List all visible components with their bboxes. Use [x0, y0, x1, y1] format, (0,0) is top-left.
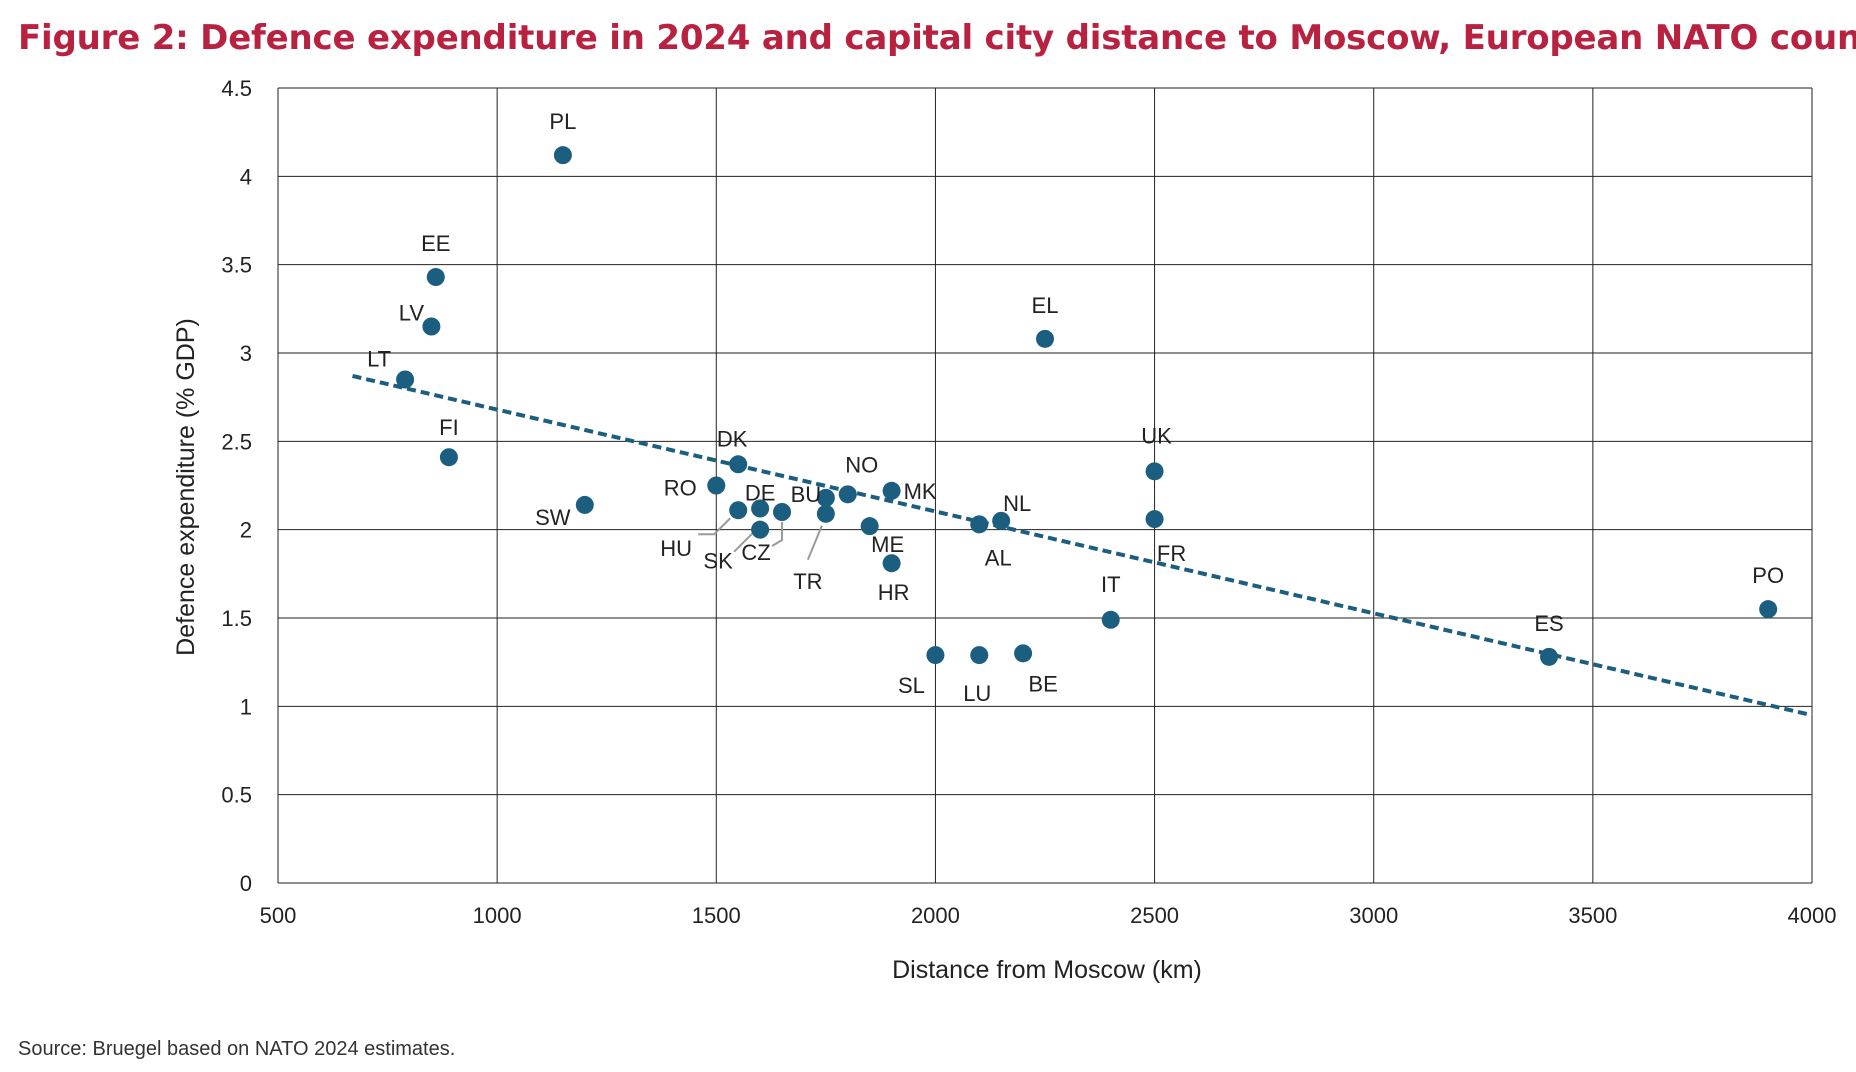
data-point-es	[1540, 647, 1559, 666]
point-label-lu: LU	[963, 681, 991, 706]
point-label-pl: PL	[549, 109, 576, 134]
x-tick-label: 4000	[1788, 903, 1837, 928]
data-point-uk	[1145, 462, 1164, 481]
data-point-hu	[729, 501, 748, 520]
y-tick-label: 2	[240, 518, 252, 543]
point-label-el: EL	[1032, 293, 1059, 318]
point-label-be: BE	[1028, 671, 1057, 696]
leader-line-hu	[698, 517, 731, 536]
data-point-be	[1014, 644, 1033, 663]
data-point-al	[970, 515, 989, 534]
point-label-uk: UK	[1141, 423, 1172, 448]
data-point-fi	[439, 448, 458, 467]
leader-line-sk	[733, 532, 753, 553]
x-tick-label: 3500	[1568, 903, 1617, 928]
data-point-de	[751, 499, 770, 518]
y-tick-label: 3	[240, 341, 252, 366]
data-point-pl	[553, 146, 572, 165]
x-tick-label: 2000	[911, 903, 960, 928]
point-label-cz: CZ	[741, 540, 770, 565]
y-tick-label: 1	[240, 694, 252, 719]
data-point-sl	[926, 646, 945, 665]
point-label-fi: FI	[439, 415, 459, 440]
leader-lines	[698, 517, 823, 561]
x-tick-label: 3000	[1349, 903, 1398, 928]
data-point-no	[838, 485, 857, 504]
data-point-po	[1759, 600, 1778, 619]
data-point-mk	[882, 481, 901, 500]
x-tick-label: 2500	[1130, 903, 1179, 928]
data-point-ee	[426, 268, 445, 287]
point-label-sl: SL	[898, 673, 925, 698]
data-point-fr	[1145, 510, 1164, 529]
leader-line-cz	[771, 522, 784, 547]
data-point-hr	[882, 554, 901, 573]
point-label-po: PO	[1752, 563, 1784, 588]
data-point-tr	[816, 504, 835, 523]
grid-lines	[277, 87, 1813, 884]
point-label-lt: LT	[367, 347, 391, 372]
data-point-lu	[970, 646, 989, 665]
x-tick-label: 500	[260, 903, 297, 928]
scatter-chart: 500 1000 1500 2000 2500 3000 3500 4000 0 0.5 1 1.5…	[172, 76, 1837, 984]
point-label-de: DE	[745, 480, 776, 505]
y-tick-label: 1.5	[221, 606, 252, 631]
point-label-tr: TR	[793, 569, 822, 594]
x-tick-labels: 500 1000 1500 2000 2500 3000 3500 4000	[260, 903, 1837, 928]
point-label-sk: SK	[703, 549, 733, 574]
point-label-ee: EE	[421, 231, 450, 256]
data-point-sw	[575, 495, 594, 514]
x-axis-label: Distance from Moscow (km)	[892, 956, 1202, 984]
y-tick-label: 0.5	[221, 783, 252, 808]
point-labels: PL EE LV LT FI SW DK RO HU DE SK CZ BU TR NO MK ME HR AL NL…	[367, 109, 1784, 706]
point-label-bu: BU	[791, 482, 822, 507]
point-label-hr: HR	[878, 580, 910, 605]
y-tick-label: 0	[240, 871, 252, 896]
data-point-dk	[729, 455, 748, 474]
point-label-es: ES	[1534, 611, 1563, 636]
trendline-layer	[352, 374, 1813, 718]
point-label-ro: RO	[664, 476, 697, 501]
data-point-nl	[992, 511, 1011, 530]
trendline	[352, 374, 1813, 718]
x-tick-label: 1500	[692, 903, 741, 928]
data-point-sk	[751, 520, 770, 539]
data-point-me	[860, 517, 879, 536]
y-tick-labels: 0 0.5 1 1.5 2 2.5 3 3.5 4 4.5	[221, 76, 252, 896]
data-point-ro	[707, 476, 726, 495]
data-point-it	[1101, 610, 1120, 629]
y-axis-label: Defence expenditure (% GDP)	[172, 318, 200, 656]
point-label-it: IT	[1101, 572, 1121, 597]
point-label-al: AL	[985, 545, 1012, 570]
source-note: Source: Bruegel based on NATO 2024 estim…	[18, 1038, 456, 1060]
data-point-cz	[773, 503, 792, 521]
x-tick-label: 1000	[473, 903, 522, 928]
point-label-lv: LV	[399, 301, 425, 326]
y-tick-label: 3.5	[221, 253, 252, 278]
point-label-hu: HU	[660, 536, 692, 561]
point-label-sw: SW	[535, 505, 571, 530]
point-label-me: ME	[871, 532, 904, 557]
leader-line-tr	[806, 525, 823, 561]
chart-title: Figure 2: Defence expenditure in 2024 an…	[18, 18, 1856, 58]
point-label-no: NO	[845, 452, 878, 477]
point-label-dk: DK	[717, 426, 748, 451]
y-tick-label: 4.5	[221, 76, 252, 101]
data-point-bu	[816, 488, 835, 507]
data-point-el	[1036, 329, 1054, 348]
y-tick-label: 4	[240, 164, 252, 189]
data-point-lt	[396, 370, 415, 389]
data-point-lv	[422, 317, 441, 336]
data-points	[396, 146, 1778, 666]
y-tick-label: 2.5	[221, 429, 252, 454]
point-label-fr: FR	[1157, 541, 1186, 566]
point-label-nl: NL	[1003, 491, 1031, 516]
point-label-mk: MK	[904, 479, 937, 504]
